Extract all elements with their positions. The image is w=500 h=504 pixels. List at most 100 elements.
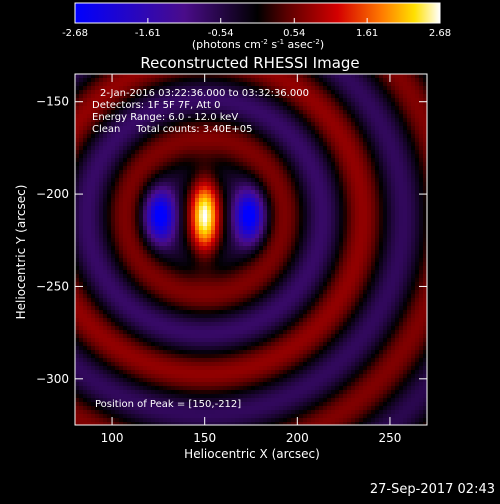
heatmap-pixel xyxy=(371,262,375,266)
heatmap-pixel xyxy=(171,194,175,198)
heatmap-pixel xyxy=(267,102,271,106)
heatmap-pixel xyxy=(83,238,87,242)
heatmap-pixel xyxy=(379,98,383,102)
heatmap-pixel xyxy=(299,110,303,114)
heatmap-pixel xyxy=(143,266,147,270)
heatmap-pixel xyxy=(159,174,163,178)
heatmap-pixel xyxy=(271,166,275,170)
heatmap-pixel xyxy=(343,174,347,178)
heatmap-pixel xyxy=(359,154,363,158)
heatmap-pixel xyxy=(423,198,427,202)
heatmap-pixel xyxy=(335,274,339,278)
heatmap-pixel xyxy=(403,142,407,146)
heatmap-pixel xyxy=(231,82,235,86)
heatmap-pixel xyxy=(143,214,147,218)
heatmap-pixel xyxy=(247,242,251,246)
heatmap-pixel xyxy=(347,122,351,126)
heatmap-pixel xyxy=(179,274,183,278)
heatmap-pixel xyxy=(407,122,411,126)
heatmap-pixel xyxy=(295,286,299,290)
heatmap-pixel xyxy=(303,286,307,290)
heatmap-pixel xyxy=(331,190,335,194)
heatmap-pixel xyxy=(371,242,375,246)
heatmap-pixel xyxy=(275,130,279,134)
heatmap-pixel xyxy=(75,170,79,174)
heatmap-pixel xyxy=(255,170,259,174)
heatmap-pixel xyxy=(139,214,143,218)
heatmap-pixel xyxy=(351,146,355,150)
heatmap-pixel xyxy=(187,290,191,294)
heatmap-pixel xyxy=(87,226,91,230)
heatmap-pixel xyxy=(191,174,195,178)
heatmap-pixel xyxy=(395,294,399,298)
heatmap-pixel xyxy=(327,138,331,142)
heatmap-pixel xyxy=(223,210,227,214)
heatmap-pixel xyxy=(175,142,179,146)
heatmap-pixel xyxy=(351,206,355,210)
heatmap-pixel xyxy=(119,234,123,238)
heatmap-pixel xyxy=(127,242,131,246)
heatmap-pixel xyxy=(239,270,243,274)
heatmap-pixel xyxy=(395,222,399,226)
heatmap-pixel xyxy=(79,102,83,106)
heatmap-pixel xyxy=(123,194,127,198)
heatmap-pixel xyxy=(227,82,231,86)
heatmap-pixel xyxy=(287,262,291,266)
heatmap-pixel xyxy=(139,146,143,150)
heatmap-pixel xyxy=(207,158,211,162)
heatmap-pixel xyxy=(143,178,147,182)
heatmap-pixel xyxy=(291,286,295,290)
heatmap-pixel xyxy=(391,162,395,166)
heatmap-pixel xyxy=(87,138,91,142)
heatmap-pixel xyxy=(315,142,319,146)
heatmap-pixel xyxy=(259,286,263,290)
heatmap-pixel xyxy=(275,106,279,110)
heatmap-pixel xyxy=(311,74,315,78)
heatmap-pixel xyxy=(91,234,95,238)
heatmap-pixel xyxy=(267,106,271,110)
heatmap-pixel xyxy=(279,262,283,266)
heatmap-pixel xyxy=(111,278,115,282)
heatmap-pixel xyxy=(83,166,87,170)
heatmap-pixel xyxy=(131,82,135,86)
heatmap-pixel xyxy=(379,262,383,266)
heatmap-pixel xyxy=(311,222,315,226)
heatmap-pixel xyxy=(295,174,299,178)
heatmap-pixel xyxy=(235,154,239,158)
heatmap-pixel xyxy=(227,170,231,174)
heatmap-pixel xyxy=(139,246,143,250)
heatmap-pixel xyxy=(175,274,179,278)
heatmap-pixel xyxy=(351,82,355,86)
heatmap-pixel xyxy=(147,278,151,282)
heatmap-pixel xyxy=(151,254,155,258)
heatmap-pixel xyxy=(391,174,395,178)
heatmap-pixel xyxy=(339,258,343,262)
heatmap-pixel xyxy=(303,150,307,154)
heatmap-pixel xyxy=(391,198,395,202)
heatmap-pixel xyxy=(267,274,271,278)
heatmap-pixel xyxy=(415,266,419,270)
heatmap-pixel xyxy=(175,230,179,234)
heatmap-pixel xyxy=(339,278,343,282)
heatmap-pixel xyxy=(155,158,159,162)
heatmap-pixel xyxy=(335,226,339,230)
heatmap-pixel xyxy=(243,106,247,110)
heatmap-pixel xyxy=(407,262,411,266)
heatmap-pixel xyxy=(95,146,99,150)
heatmap-pixel xyxy=(295,110,299,114)
heatmap-pixel xyxy=(379,182,383,186)
heatmap-pixel xyxy=(359,86,363,90)
heatmap-pixel xyxy=(407,278,411,282)
heatmap-pixel xyxy=(303,258,307,262)
heatmap-pixel xyxy=(243,118,247,122)
heatmap-pixel xyxy=(387,290,391,294)
heatmap-pixel xyxy=(347,186,351,190)
heatmap-pixel xyxy=(399,270,403,274)
heatmap-pixel xyxy=(231,246,235,250)
heatmap-pixel xyxy=(319,138,323,142)
heatmap-pixel xyxy=(383,90,387,94)
heatmap-pixel xyxy=(215,222,219,226)
heatmap-pixel xyxy=(355,214,359,218)
heatmap-pixel xyxy=(111,258,115,262)
heatmap-pixel xyxy=(275,162,279,166)
